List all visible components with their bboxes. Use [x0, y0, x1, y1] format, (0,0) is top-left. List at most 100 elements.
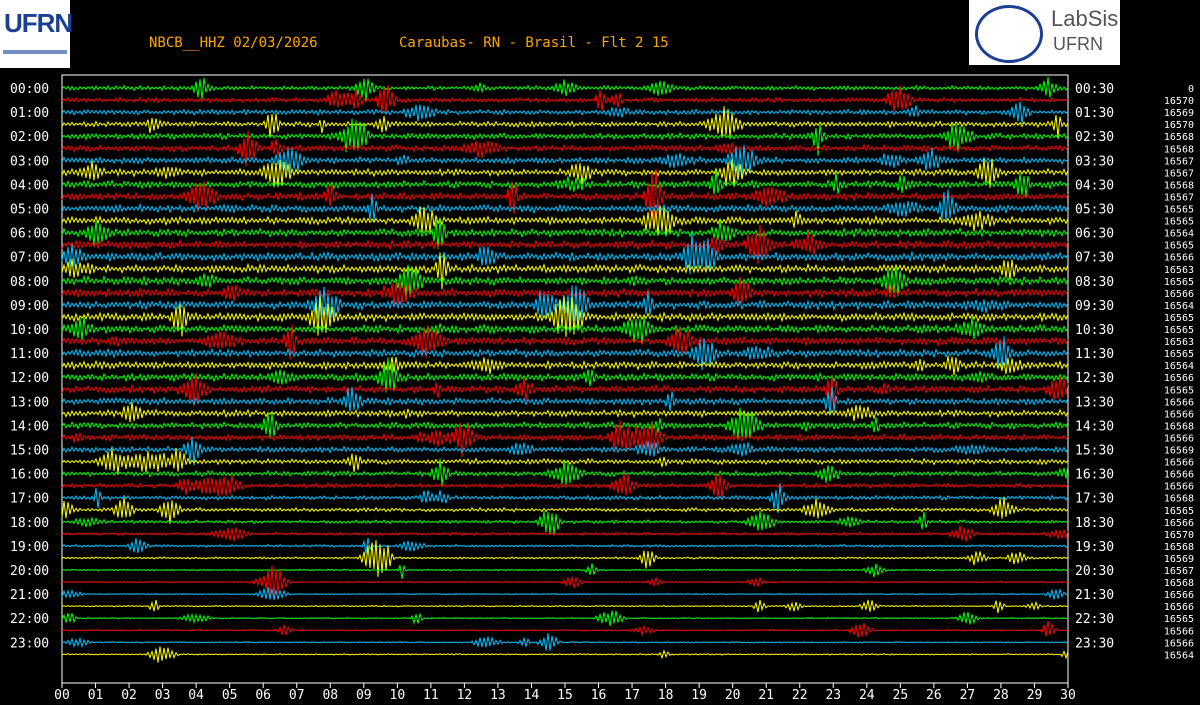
minute-tick-label: 03	[155, 688, 171, 703]
left-hour-label: 16:00	[10, 468, 49, 483]
left-hour-label: 13:00	[10, 395, 49, 410]
count-label: 16565	[1164, 205, 1194, 216]
trace-line	[61, 646, 1069, 663]
right-hour-label: 14:30	[1075, 419, 1114, 434]
trace-line	[61, 130, 1069, 167]
trace-line	[61, 144, 1069, 176]
count-label: 16568	[1164, 421, 1194, 432]
right-hour-label: 10:30	[1075, 323, 1114, 338]
right-hour-label: 06:30	[1075, 227, 1114, 242]
left-hour-label: 12:00	[10, 371, 49, 386]
count-label: 16567	[1164, 566, 1194, 577]
count-label: 16566	[1164, 433, 1194, 444]
right-hour-label: 13:30	[1075, 395, 1114, 410]
minute-tick-label: 07	[289, 688, 305, 703]
count-label: 16569	[1164, 108, 1194, 119]
left-hour-label: 09:00	[10, 299, 49, 314]
trace-line	[61, 118, 1069, 156]
count-label: 16565	[1164, 349, 1194, 360]
count-label: 16565	[1164, 385, 1194, 396]
count-label: 16564	[1164, 361, 1194, 372]
trace-line	[61, 620, 1069, 638]
trace-line	[61, 525, 1069, 542]
count-label: 16566	[1164, 482, 1194, 493]
right-hour-label: 19:30	[1075, 540, 1114, 555]
minute-tick-label: 30	[1060, 688, 1076, 703]
trace-line	[61, 633, 1069, 651]
trace-line	[61, 587, 1069, 601]
trace-line	[61, 420, 1069, 458]
trace-line	[61, 252, 1069, 290]
trace-line	[61, 497, 1069, 524]
count-label: 16566	[1164, 590, 1194, 601]
minute-tick-label: 12	[457, 688, 473, 703]
right-hour-label: 04:30	[1075, 178, 1114, 193]
trace-line	[61, 85, 1069, 115]
count-label: 16563	[1164, 337, 1194, 348]
trace-line	[61, 205, 1069, 236]
trace-line	[61, 158, 1069, 188]
labsis-logo-text: LabSis	[1051, 6, 1119, 31]
minute-tick-label: 11	[423, 688, 439, 703]
trace-line	[61, 565, 1069, 598]
count-label: 16568	[1164, 180, 1194, 191]
left-hour-label: 05:00	[10, 203, 49, 218]
trace-line	[61, 401, 1069, 423]
right-hour-label: 11:30	[1075, 347, 1114, 362]
trace-line	[61, 373, 1069, 408]
minute-tick-label: 17	[624, 688, 640, 703]
minute-tick-label: 26	[926, 688, 942, 703]
left-hour-label: 22:00	[10, 612, 49, 627]
count-label: 16565	[1164, 614, 1194, 625]
count-label: 16569	[1164, 554, 1194, 565]
trace-line	[61, 436, 1069, 466]
count-label: 16564	[1164, 301, 1194, 312]
minute-tick-label: 00	[54, 688, 70, 703]
minute-tick-label: 29	[1027, 688, 1043, 703]
left-hour-label: 04:00	[10, 178, 49, 193]
left-hour-label: 20:00	[10, 564, 49, 579]
minute-tick-label: 05	[222, 688, 238, 703]
trace-line	[61, 407, 1069, 440]
left-hour-label: 07:00	[10, 251, 49, 266]
count-label: 16566	[1164, 518, 1194, 529]
right-hour-label: 09:30	[1075, 299, 1114, 314]
trace-line	[61, 324, 1069, 360]
count-label: 16566	[1164, 289, 1194, 300]
trace-line	[61, 101, 1069, 124]
right-hour-label: 01:30	[1075, 106, 1114, 121]
right-hour-label: 18:30	[1075, 516, 1114, 531]
trace-line	[61, 357, 1069, 393]
count-label: 16568	[1164, 578, 1194, 589]
trace-line	[61, 387, 1069, 416]
count-label: 16567	[1164, 192, 1194, 203]
trace-line	[61, 355, 1069, 375]
right-hour-label: 23:30	[1075, 636, 1114, 651]
trace-line	[61, 610, 1069, 627]
count-label: 16566	[1164, 602, 1194, 613]
trace-line	[61, 168, 1069, 225]
minute-tick-label: 09	[356, 688, 372, 703]
right-hour-label: 07:30	[1075, 251, 1114, 266]
right-hour-label: 17:30	[1075, 492, 1114, 507]
seismograph-circle-icon	[975, 5, 1043, 63]
minute-tick-label: 25	[893, 688, 909, 703]
count-label: 16565	[1164, 241, 1194, 252]
count-label: 16564	[1164, 650, 1194, 661]
trace-line	[61, 316, 1069, 344]
left-hour-label: 21:00	[10, 588, 49, 603]
count-label: 16565	[1164, 313, 1194, 324]
minute-tick-label: 10	[390, 688, 406, 703]
trace-line	[61, 540, 1069, 577]
left-hour-label: 08:00	[10, 275, 49, 290]
left-hour-label: 06:00	[10, 227, 49, 242]
trace-line	[61, 563, 1069, 579]
trace-line	[61, 232, 1069, 275]
station-header: NBCB__HHZ 02/03/2026	[149, 35, 318, 51]
minute-tick-label: 16	[591, 688, 607, 703]
left-hour-label: 00:00	[10, 82, 49, 97]
minute-tick-label: 08	[322, 688, 338, 703]
right-hour-labels: 00:30 01:30 02:30 03:30 04:30 05:30 06:30 07:30…	[1075, 82, 1114, 651]
count-label: 16566	[1164, 373, 1194, 384]
